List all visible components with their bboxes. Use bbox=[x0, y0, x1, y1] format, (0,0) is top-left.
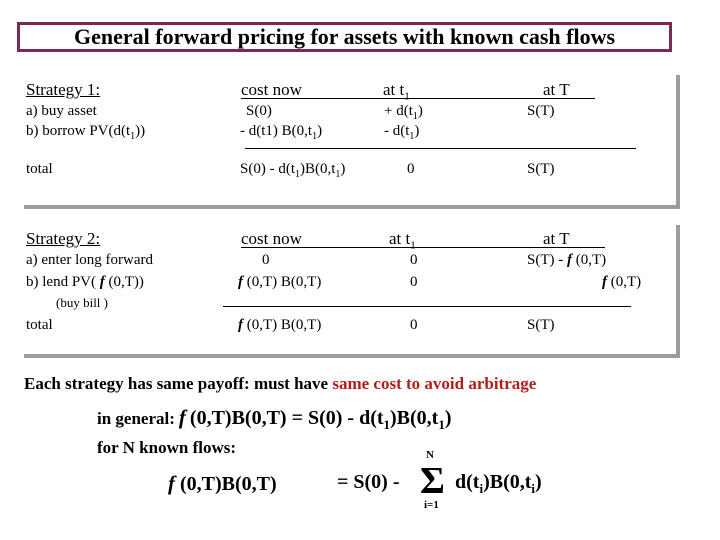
strategy-1-total-cost: S(0) - d(t1)B(0,t1) bbox=[240, 161, 346, 180]
strategy-2-col-cost: cost now bbox=[241, 229, 302, 248]
conclusion-highlight: same cost to avoid arbitrage bbox=[332, 374, 537, 393]
nflows-label: for N known flows: bbox=[97, 438, 237, 457]
strategy-2-col-T: at T bbox=[543, 229, 570, 248]
strategy-1-row-a-label: a) buy asset bbox=[26, 103, 97, 119]
sigma-symbol: Σ bbox=[420, 460, 445, 502]
general-formula: in general: f (0,T)B(0,T) = S(0) - d(t1)… bbox=[97, 405, 452, 433]
strategy-1-row-a-cost: S(0) bbox=[246, 103, 272, 119]
strategy-1-row-b-cost: - d(t1) B(0,t1) bbox=[240, 123, 323, 142]
strategy-1-col-T: at T bbox=[543, 80, 570, 99]
strategy-2-row-b-label: b) lend PV( f (0,T)) bbox=[26, 274, 144, 290]
strategy-1-total-T: S(T) bbox=[527, 161, 555, 177]
conclusion-pre: Each strategy has same payoff: must have bbox=[24, 374, 329, 393]
strategy-2-header-underline bbox=[241, 247, 605, 248]
strategy-2-total-T: S(T) bbox=[527, 317, 555, 333]
strategy-2-row-a-t1: 0 bbox=[410, 252, 418, 268]
strategy-1-col-t1: at t1 bbox=[383, 80, 410, 103]
strategy-1-row-a-t1: + d(t1) bbox=[384, 103, 423, 122]
strategy-2-panel: Strategy 2: cost now at t1 at T a) enter… bbox=[20, 221, 676, 354]
strategy-1-col-cost: cost now bbox=[241, 80, 302, 99]
strategy-2-row-b-t1: 0 bbox=[410, 274, 418, 290]
strategy-1-row-b-t1: - d(t1) bbox=[384, 123, 420, 142]
slide-title-text: General forward pricing for assets with … bbox=[73, 24, 616, 49]
strategy-2-total-line bbox=[223, 306, 631, 307]
strategy-1-total-t1: 0 bbox=[407, 161, 415, 177]
conclusion-text: Each strategy has same payoff: must have… bbox=[24, 374, 536, 394]
strategy-2-row-b-cost: f (0,T) B(0,T) bbox=[238, 274, 322, 290]
strategy-2-row-b-T: f (0,T) bbox=[602, 274, 642, 290]
nflows-lhs: f (0,T)B(0,T) bbox=[168, 471, 277, 495]
strategy-1-row-b-label: b) borrow PV(d(t1)) bbox=[26, 123, 146, 142]
strategy-2-total-t1: 0 bbox=[410, 317, 418, 333]
strategy-2-row-a-T: S(T) - f (0,T) bbox=[527, 252, 607, 268]
strategy-2-buy-bill-note: (buy bill ) bbox=[56, 295, 108, 310]
strategy-1-total-line bbox=[245, 148, 636, 149]
strategy-2-total-label: total bbox=[26, 317, 53, 333]
nflows-sum-lower: i=1 bbox=[424, 499, 439, 511]
strategy-2-total-cost: f (0,T) B(0,T) bbox=[238, 317, 322, 333]
strategy-2-label: Strategy 2: bbox=[26, 229, 101, 248]
strategy-1-label: Strategy 1: bbox=[26, 80, 101, 99]
general-equation: (0,T)B(0,T) = S(0) - d(t1)B(0,t1) bbox=[189, 407, 452, 432]
slide-title: General forward pricing for assets with … bbox=[17, 22, 672, 52]
strategy-1-header-underline bbox=[241, 98, 595, 99]
strategy-2-row-a-label: a) enter long forward bbox=[26, 252, 154, 268]
strategy-1-panel: Strategy 1: cost now at t1 at T a) buy a… bbox=[20, 71, 676, 205]
strategy-1-total-label: total bbox=[26, 161, 53, 177]
nflows-eq: = S(0) - bbox=[337, 471, 400, 493]
nflows-term: d(ti)B(0,ti) bbox=[455, 471, 542, 496]
general-label: in general: bbox=[97, 409, 175, 428]
general-f: f bbox=[178, 405, 186, 429]
strategy-1-row-a-T: S(T) bbox=[527, 103, 555, 119]
nflows-sum-upper: N bbox=[426, 449, 434, 461]
strategy-2-row-a-cost: 0 bbox=[262, 252, 270, 268]
strategy-2-col-t1: at t1 bbox=[389, 229, 416, 252]
